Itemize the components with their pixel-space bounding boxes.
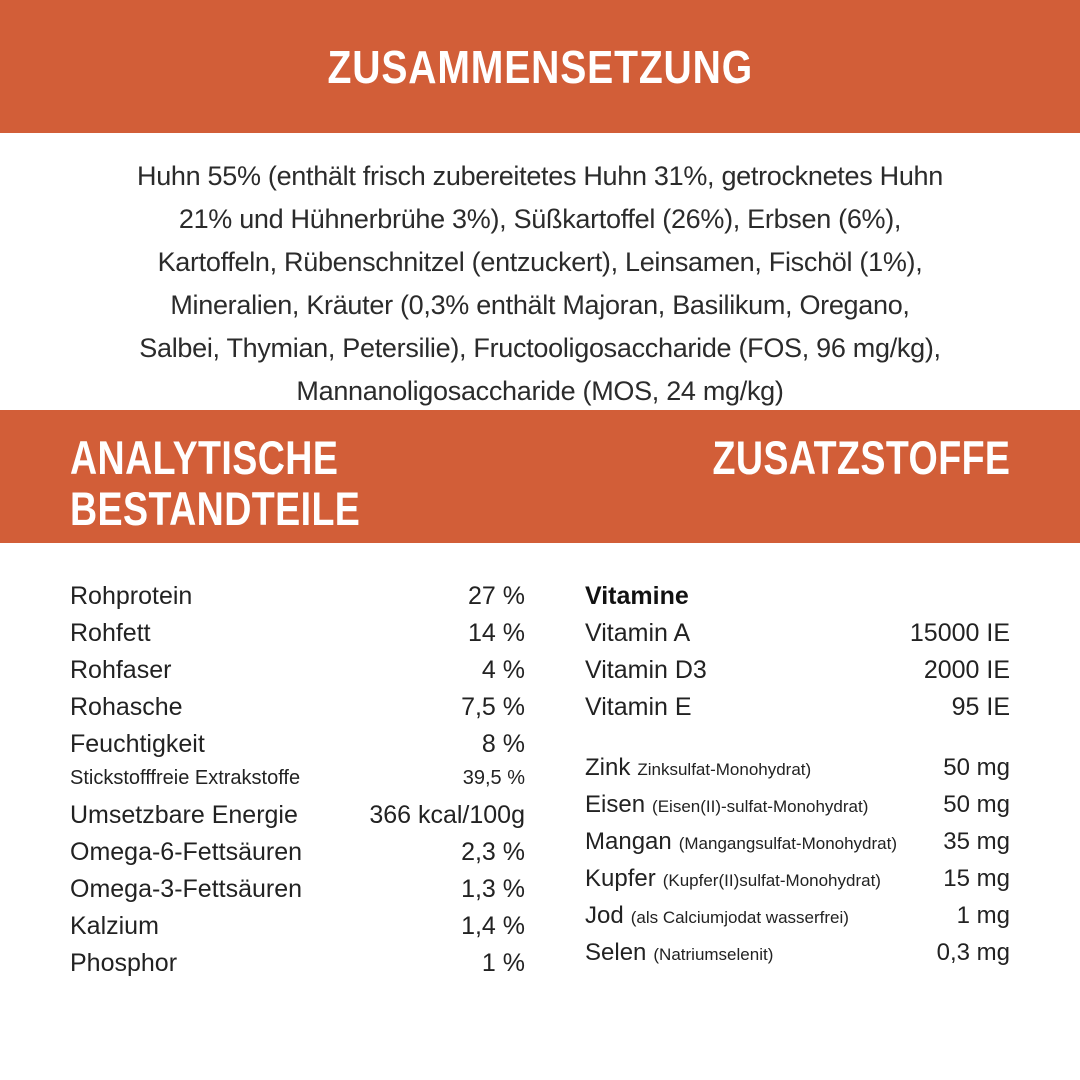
mineral-note: (Natriumselenit) [653,945,774,964]
data-tables: Rohprotein 27 % Rohfett 14 % Rohfaser 4 … [0,543,1080,986]
mineral-name: Kupfer [585,865,656,892]
mineral-label: Zink Zinksulfat-Monohydrat) [585,754,811,782]
table-row: Mangan (Mangangsulfat-Monohydrat) 35 mg [585,828,1010,865]
row-value: 50 mg [943,754,1010,781]
row-label: Vitamin D3 [585,656,707,684]
row-value: 1,4 % [461,912,525,940]
row-label: Kalzium [70,912,159,940]
row-value: 15000 IE [909,619,1010,647]
row-label: Omega-6-Fettsäuren [70,838,303,866]
table-row: Vitamin E 95 IE [585,693,1010,730]
composition-line: Salbei, Thymian, Petersilie), Fructoolig… [139,333,941,363]
table-row: Jod (als Calciumjodat wasserfrei) 1 mg [585,902,1010,939]
row-label: Phosphor [70,949,178,977]
composition-title: ZUSAMMENSETZUNG [327,40,753,93]
mineral-name: Selen [585,939,647,966]
mineral-name: Eisen [585,791,646,818]
row-label: Rohasche [70,693,183,721]
table-row: Rohasche 7,5 % [70,693,525,730]
row-label: Omega-3-Fettsäuren [70,875,303,903]
row-value: 366 kcal/100g [369,801,525,829]
section-headings-band: ANALYTISCHE BESTANDTEILE ZUSATZSTOFFE [0,410,1080,543]
table-row: Feuchtigkeit 8 % [70,730,525,767]
table-row: Zink Zinksulfat-Monohydrat) 50 mg [585,754,1010,791]
table-row: Vitamin A 15000 IE [585,619,1010,656]
composition-line: Mineralien, Kräuter (0,3% enthält Majora… [170,290,910,320]
mineral-label: Kupfer (Kupfer(II)sulfat-Monohydrat) [585,865,881,893]
composition-line: Huhn 55% (enthält frisch zubereitetes Hu… [137,161,943,191]
row-label: Rohfaser [70,656,172,684]
mineral-name: Zink [585,754,631,781]
table-row: Eisen (Eisen(II)-sulfat-Monohydrat) 50 mg [585,791,1010,828]
row-label: Umsetzbare Energie [70,801,298,829]
row-label: Rohfett [70,619,151,647]
table-row: Omega-6-Fettsäuren 2,3 % [70,838,525,875]
row-value: 35 mg [943,828,1010,855]
mineral-label: Eisen (Eisen(II)-sulfat-Monohydrat) [585,791,868,819]
composition-banner: ZUSAMMENSETZUNG [0,0,1080,133]
row-value: 1,3 % [461,875,525,903]
row-value: 27 % [468,582,525,610]
row-value: 15 mg [943,865,1010,892]
table-row: Umsetzbare Energie 366 kcal/100g [70,801,525,838]
table-row: Vitamin D3 2000 IE [585,656,1010,693]
row-value: 39,5 % [462,767,525,789]
row-value: 14 % [468,619,525,647]
table-row: Rohfett 14 % [70,619,525,656]
mineral-note: Zinksulfat-Monohydrat) [637,760,812,779]
composition-line: Mannanoligosaccharide (MOS, 24 mg/kg) [296,376,784,406]
row-label: Vitamin E [585,693,692,721]
table-row: Selen (Natriumselenit) 0,3 mg [585,939,1010,976]
additives-heading: ZUSATZSTOFFE [712,431,1010,484]
analytical-components-heading: ANALYTISCHE BESTANDTEILE [70,431,361,535]
table-row: Stickstofffreie Extrakstoffe 39,5 % [70,767,525,801]
mineral-label: Mangan (Mangangsulfat-Monohydrat) [585,828,897,856]
composition-line: 21% und Hühnerbrühe 3%), Süßkartoffel (2… [178,204,902,234]
mineral-name: Jod [585,902,624,929]
row-value: 2,3 % [461,838,525,866]
row-label: Vitamin A [585,619,691,647]
row-label: Feuchtigkeit [70,730,205,758]
row-value: 1 % [481,949,525,977]
composition-text-block: Huhn 55% (enthält frisch zubereitetes Hu… [0,133,1080,410]
mineral-label: Jod (als Calciumjodat wasserfrei) [585,902,849,930]
analytical-components-table: Rohprotein 27 % Rohfett 14 % Rohfaser 4 … [70,582,525,986]
row-value: 95 IE [951,693,1010,721]
table-row: Phosphor 1 % [70,949,525,986]
vitamins-heading: Vitamine [585,582,689,610]
row-value: 8 % [481,730,525,758]
mineral-note: (Eisen(II)-sulfat-Monohydrat) [652,797,869,816]
row-value: 2000 IE [923,656,1010,684]
mineral-label: Selen (Natriumselenit) [585,939,773,967]
row-value: 50 mg [943,791,1010,818]
mineral-note: (Mangangsulfat-Monohydrat) [678,834,898,853]
minerals-table: Zink Zinksulfat-Monohydrat) 50 mg Eisen (E… [585,754,1010,976]
row-value: 7,5 % [461,693,525,721]
row-label: Rohprotein [70,582,193,610]
mineral-name: Mangan [585,828,672,855]
mineral-note: (als Calciumjodat wasserfrei) [630,908,849,927]
table-row: Rohfaser 4 % [70,656,525,693]
row-value: 1 mg [956,902,1010,929]
table-row: Omega-3-Fettsäuren 1,3 % [70,875,525,912]
composition-line: Kartoffeln, Rübenschnitzel (entzuckert),… [157,247,923,277]
row-label: Stickstofffreie Extrakstoffe [70,767,301,789]
row-value: 4 % [481,656,525,684]
row-value: 0,3 mg [936,939,1010,966]
mineral-note: (Kupfer(II)sulfat-Monohydrat) [662,871,881,890]
table-row: Kalzium 1,4 % [70,912,525,949]
table-row: Rohprotein 27 % [70,582,525,619]
additives-table: Vitamine Vitamin A 15000 IE Vitamin D3 2… [585,582,1010,986]
table-row: Kupfer (Kupfer(II)sulfat-Monohydrat) 15 m… [585,865,1010,902]
